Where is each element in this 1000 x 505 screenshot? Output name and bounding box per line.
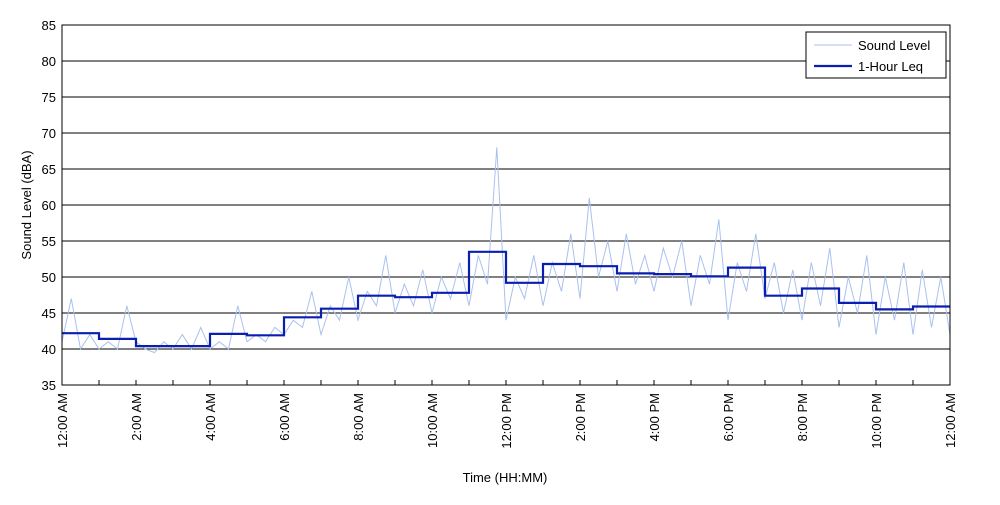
x-tick-label: 12:00 AM: [55, 393, 70, 448]
x-tick-label: 2:00 PM: [573, 393, 588, 441]
y-tick-label: 55: [42, 234, 56, 249]
x-tick-label: 10:00 PM: [869, 393, 884, 449]
legend-box: [805, 31, 947, 79]
x-tick-label: 2:00 AM: [129, 393, 144, 441]
series-1-hour-leq: [62, 250, 950, 348]
y-axis-ticks: 35 40 45 50 55 60 65 70 75 80 85: [42, 18, 56, 393]
legend-label-sound-level: Sound Level: [858, 38, 930, 53]
legend-label-1-hour-leq: 1-Hour Leq: [858, 59, 923, 74]
x-axis-label: Time (HH:MM): [463, 470, 548, 485]
y-tick-label: 60: [42, 198, 56, 213]
x-tick-label: 10:00 AM: [425, 393, 440, 448]
y-tick-label: 70: [42, 126, 56, 141]
y-tick-label: 50: [42, 270, 56, 285]
x-tick-label: 8:00 PM: [795, 393, 810, 441]
x-tick-label: 4:00 AM: [203, 393, 218, 441]
x-tick-label: 12:00 AM: [943, 393, 958, 448]
y-tick-label: 85: [42, 18, 56, 33]
y-tick-label: 40: [42, 342, 56, 357]
x-tick-label: 6:00 AM: [277, 393, 292, 441]
y-tick-label: 75: [42, 90, 56, 105]
x-tick-label: 6:00 PM: [721, 393, 736, 441]
y-tick-label: 80: [42, 54, 56, 69]
y-tick-label: 65: [42, 162, 56, 177]
x-axis-ticks: 12:00 AM 2:00 AM 4:00 AM 6:00 AM 8:00 AM 10:0…: [55, 380, 958, 449]
y-tick-label: 45: [42, 306, 56, 321]
y-tick-label: 35: [42, 378, 56, 393]
legend: Sound Level 1-Hour Leq: [805, 31, 947, 79]
y-axis-label: Sound Level (dBA): [19, 150, 34, 259]
x-tick-label: 12:00 PM: [499, 393, 514, 449]
x-tick-label: 4:00 PM: [647, 393, 662, 441]
series-layer: [61, 147, 951, 354]
x-tick-label: 8:00 AM: [351, 393, 366, 441]
series-sound-level: [61, 147, 951, 354]
